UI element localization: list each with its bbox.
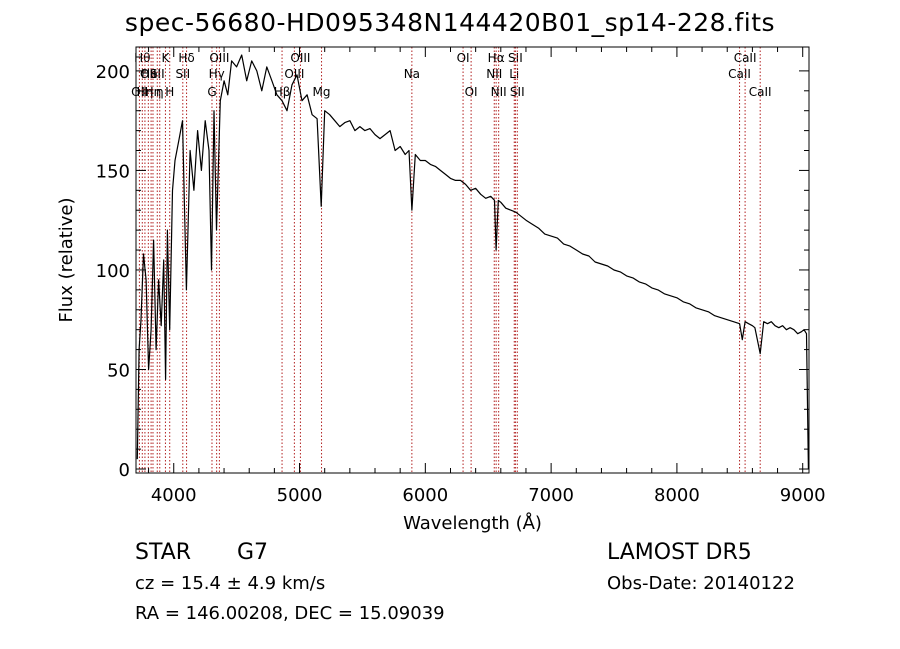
obs-date-text: Obs-Date: 20140122 bbox=[607, 573, 795, 594]
line-label: SII bbox=[510, 85, 525, 99]
line-label: OI bbox=[465, 85, 478, 99]
coordinates-text: RA = 146.00208, DEC = 15.09039 bbox=[135, 603, 445, 624]
y-tick-label: 100 bbox=[96, 261, 130, 282]
line-label: OIII bbox=[284, 67, 304, 81]
line-label: η bbox=[156, 85, 164, 99]
line-label: CaII bbox=[734, 51, 757, 65]
chart-title: spec-56680-HD095348N144420B01_sp14-228.f… bbox=[124, 8, 776, 37]
survey-name: LAMOST DR5 bbox=[607, 540, 752, 565]
line-label: K bbox=[161, 51, 170, 65]
line-label: Na bbox=[404, 67, 420, 81]
x-tick-label: 8000 bbox=[654, 485, 700, 506]
line-label: Hη bbox=[137, 85, 154, 99]
y-tick-label: 150 bbox=[96, 161, 130, 182]
line-label: OIII bbox=[290, 51, 310, 65]
line-label: OII bbox=[131, 85, 148, 99]
line-label: HeI bbox=[141, 67, 161, 81]
line-label: NII bbox=[491, 85, 507, 99]
x-tick-label: 5000 bbox=[277, 485, 323, 506]
line-label: SII bbox=[508, 51, 523, 65]
x-tick-label: 7000 bbox=[528, 485, 574, 506]
line-label: Hθ bbox=[134, 51, 150, 65]
line-label: Hδ bbox=[178, 51, 194, 65]
line-label: Li bbox=[509, 67, 519, 81]
spectral-subclass: G7 bbox=[237, 540, 269, 565]
y-tick-label: 0 bbox=[119, 460, 130, 481]
x-axis-label: Wavelength (Å) bbox=[403, 512, 542, 534]
object-class: STAR bbox=[135, 540, 192, 565]
line-label: Hη bbox=[145, 85, 162, 99]
line-label: NII bbox=[486, 67, 502, 81]
x-tick-label: 4000 bbox=[151, 485, 197, 506]
line-label: CaII bbox=[728, 67, 751, 81]
line-label: SII bbox=[150, 67, 165, 81]
line-label: SII bbox=[175, 67, 190, 81]
y-tick-label: 50 bbox=[107, 360, 130, 381]
line-label: H bbox=[165, 85, 174, 99]
y-axis-label: Flux (relative) bbox=[56, 197, 77, 322]
x-tick-label: 6000 bbox=[402, 485, 448, 506]
y-tick-label: 200 bbox=[96, 62, 130, 83]
plot-frame bbox=[135, 46, 810, 474]
redshift-text: cz = 15.4 ± 4.9 km/s bbox=[135, 573, 326, 594]
line-label: G bbox=[207, 85, 216, 99]
line-label: OI bbox=[457, 51, 470, 65]
spectrum-line bbox=[136, 54, 809, 470]
line-label: Hγ bbox=[209, 67, 225, 81]
line-label: Mg bbox=[313, 85, 331, 99]
line-label: Hα bbox=[488, 51, 505, 65]
line-label: OIII bbox=[209, 51, 229, 65]
x-tick-label: 9000 bbox=[780, 485, 826, 506]
line-label: CaII bbox=[749, 85, 772, 99]
